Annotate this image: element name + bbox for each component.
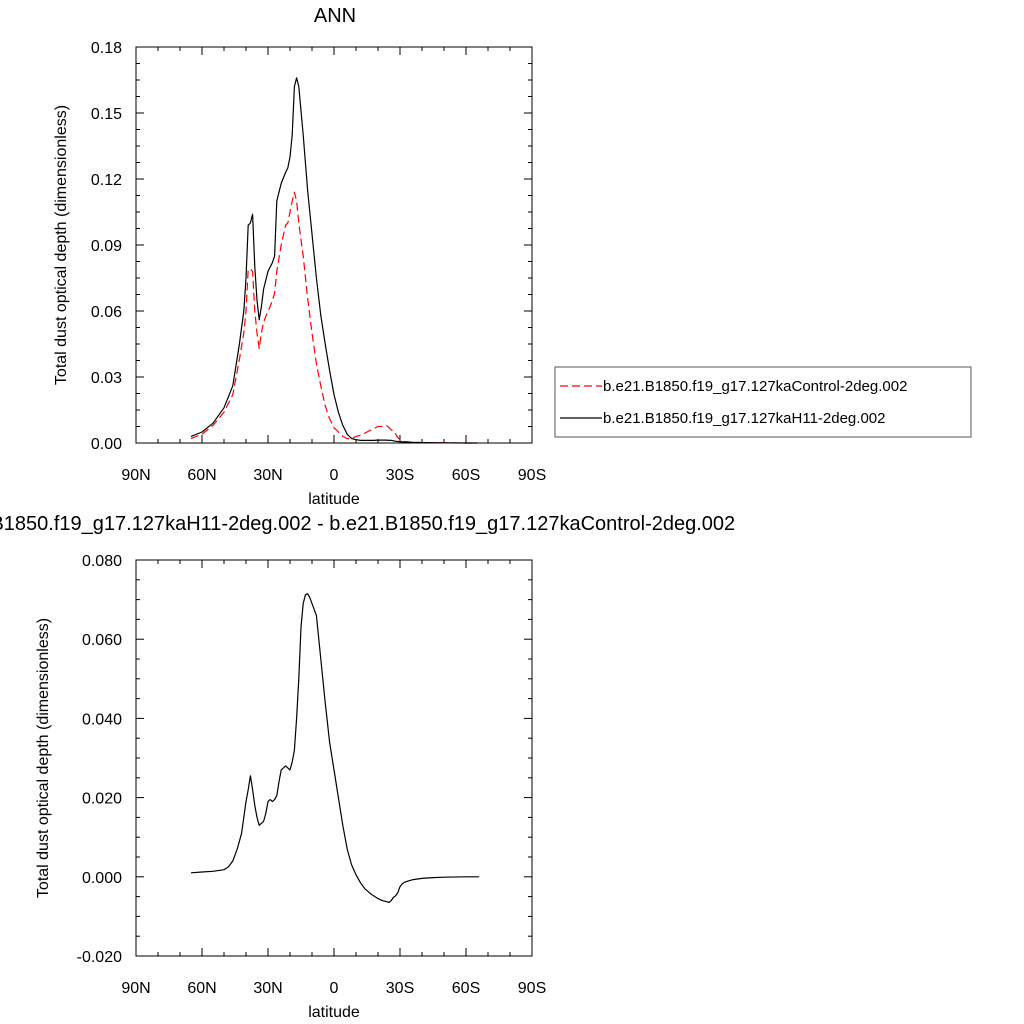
x-axis-label: latitude	[308, 491, 360, 508]
x-ticks	[135, 47, 533, 443]
y-ticks	[136, 559, 532, 957]
y-tick-label: 0.040	[82, 711, 122, 728]
y-tick-label: 0.000	[82, 870, 122, 887]
y-tick-label: 0.060	[82, 632, 122, 649]
plot-frame	[135, 46, 533, 444]
x-tick-label: 60N	[187, 980, 216, 997]
x-tick-label: 30N	[253, 467, 282, 484]
y-axis-label: Total dust optical depth (dimensionless)	[35, 618, 52, 898]
x-tick-label: 30S	[386, 980, 414, 997]
y-tick-label: 0.020	[82, 791, 122, 808]
y-tick-label: 0.00	[91, 436, 122, 453]
x-tick-label: 60S	[452, 467, 480, 484]
series-line-0	[190, 191, 477, 444]
y-tick-label: 0.12	[91, 172, 122, 189]
legend: b.e21.B1850.f19_g17.127kaControl-2deg.00…	[554, 366, 972, 438]
x-tick-label: 30N	[253, 980, 282, 997]
y-tick-label: 0.03	[91, 370, 122, 387]
y-ticks	[136, 46, 532, 444]
y-tick-label: -0.020	[77, 949, 122, 966]
x-tick-label: 60N	[187, 467, 216, 484]
y-tick-label: 0.09	[91, 238, 122, 255]
legend-box	[554, 366, 972, 438]
x-ticks	[135, 560, 533, 956]
x-tick-label: 90N	[121, 467, 150, 484]
chart-title: ANN	[314, 5, 356, 27]
y-axis-label: Total dust optical depth (dimensionless)	[53, 105, 70, 385]
y-tick-label: 0.18	[91, 40, 122, 57]
bottom-panel: b.e21.B1850.f19_g17.127kaH11-2deg.002 - …	[0, 513, 735, 1021]
chart-title: b.e21.B1850.f19_g17.127kaH11-2deg.002 - …	[0, 513, 735, 535]
x-tick-label: 30S	[386, 467, 414, 484]
legend-entry-1: b.e21.B1850.f19_g17.127kaH11-2deg.002	[603, 410, 885, 427]
x-axis-label: latitude	[308, 1004, 360, 1021]
x-tick-label: 60S	[452, 980, 480, 997]
x-tick-label: 90S	[518, 980, 546, 997]
x-tick-label: 90S	[518, 467, 546, 484]
x-tick-label: 90N	[121, 980, 150, 997]
y-tick-label: 0.15	[91, 106, 122, 123]
y-tick-label: 0.06	[91, 304, 122, 321]
series-line-1	[190, 77, 477, 444]
x-tick-label: 0	[330, 980, 339, 997]
top-panel: ANN 90N 60N 30N 0 30S 60S 90S 0.00 0.03 0.06 0.09 0.…	[53, 5, 972, 508]
x-tick-label: 0	[330, 467, 339, 484]
plot-frame	[135, 559, 533, 957]
series-line-0	[190, 593, 480, 904]
y-tick-label: 0.080	[82, 553, 122, 570]
legend-entry-0: b.e21.B1850.f19_g17.127kaControl-2deg.00…	[603, 378, 907, 395]
